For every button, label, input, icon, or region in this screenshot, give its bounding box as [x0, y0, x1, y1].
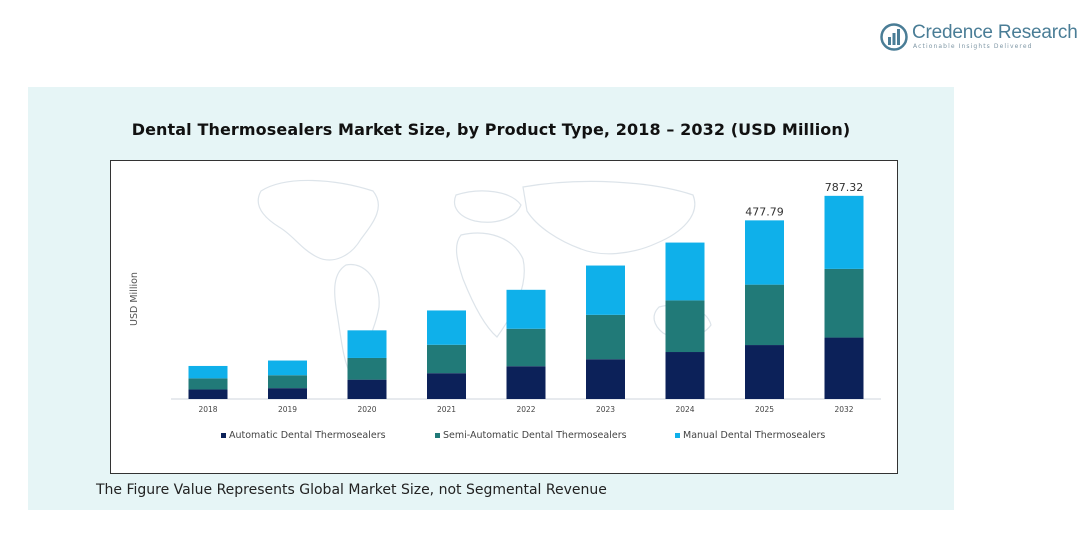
bar-2022-series-2: [506, 328, 546, 367]
bar-2018-series-3: [188, 365, 228, 379]
x-tick-label-2032: 2032: [834, 405, 853, 414]
plot-area: USD Million 2018 2019 2020 2021 2022 2023 2024 2…: [129, 181, 881, 441]
x-tick-label-2023: 2023: [596, 405, 615, 414]
chart-title: Dental Thermosealers Market Size, by Pro…: [131, 120, 851, 139]
bar-2032-series-3: [824, 195, 864, 269]
world-map-watermark: [257, 179, 712, 377]
credence-logo-icon: [880, 23, 908, 51]
brand-logo: Credence Research Actionable Insights De…: [880, 22, 1078, 54]
bar-2020-series-3: [347, 330, 387, 358]
bar-2025-series-2: [745, 284, 784, 346]
bar-2020-series-1: [347, 379, 387, 399]
bar-2024-series-3: [665, 242, 705, 301]
bar-2025-series-3: [745, 220, 784, 285]
bar-2032-series-2: [824, 268, 864, 338]
chart-svg: USD Million 2018 2019 2020 2021 2022 2023 2024 2…: [129, 179, 881, 441]
legend-label-1: Automatic Dental Thermosealers: [229, 430, 386, 441]
legend-swatch-1: [221, 433, 226, 438]
bar-2023-series-2: [586, 314, 625, 360]
bar-2025-series-1: [745, 345, 784, 399]
x-tick-label-2020: 2020: [357, 405, 376, 414]
bar-2019-series-2: [268, 375, 307, 389]
bar-2021-series-1: [427, 373, 466, 399]
data-label-2032: 787.32: [825, 181, 864, 194]
bar-2024-series-2: [665, 300, 705, 353]
bar-2023-series-1: [586, 359, 625, 399]
bar-2023-series-3: [586, 265, 625, 315]
x-tick-label-2019: 2019: [278, 405, 297, 414]
bar-2019-series-1: [268, 388, 307, 399]
brand-tagline: Actionable Insights Delivered: [913, 43, 1033, 50]
x-tick-label-2025: 2025: [755, 405, 774, 414]
legend-label-2: Semi-Automatic Dental Thermosealers: [443, 430, 627, 441]
footnote: The Figure Value Represents Global Marke…: [96, 482, 607, 498]
y-axis-title: USD Million: [129, 272, 140, 326]
chart-frame: USD Million 2018 2019 2020 2021 2022 2023 2024 2…: [110, 160, 898, 474]
x-tick-label-2022: 2022: [516, 405, 535, 414]
legend-swatch-2: [435, 433, 440, 438]
bar-2021-series-3: [427, 310, 466, 345]
bar-2022-series-1: [506, 366, 546, 399]
brand-name: Credence Research: [912, 22, 1078, 43]
legend-swatch-3: [675, 433, 680, 438]
bar-2019-series-3: [268, 360, 307, 376]
bar-2020-series-2: [347, 357, 387, 380]
chart-panel: Dental Thermosealers Market Size, by Pro…: [28, 87, 954, 510]
bar-2024-series-1: [665, 352, 705, 399]
legend-label-3: Manual Dental Thermosealers: [683, 430, 825, 441]
data-label-2025: 477.79: [745, 205, 784, 218]
bar-2021-series-2: [427, 344, 466, 374]
bar-2018-series-2: [188, 378, 228, 390]
x-tick-label-2024: 2024: [675, 405, 694, 414]
x-tick-label-2018: 2018: [198, 405, 217, 414]
bar-2018-series-1: [188, 389, 228, 399]
x-tick-label-2021: 2021: [437, 405, 456, 414]
bar-2022-series-3: [506, 289, 546, 329]
bar-2032-series-1: [824, 337, 864, 399]
